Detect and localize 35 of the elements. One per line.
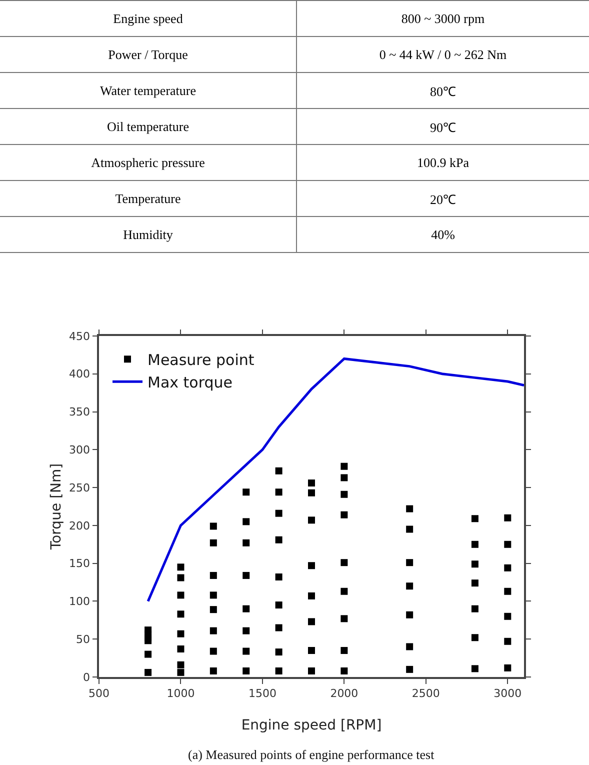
y-tick-label: 300	[69, 444, 90, 457]
y-tick-label: 450	[69, 330, 90, 343]
x-tick-label: 1500	[248, 686, 276, 700]
text: (a) Measured points of engine performance test	[188, 747, 435, 762]
y-tick-label: 100	[69, 595, 90, 608]
y-tick-label: 350	[69, 406, 90, 419]
x-tick-label: 500	[88, 686, 110, 700]
text: Atmospheric pressure	[0, 144, 296, 180]
text: Temperature	[0, 180, 296, 216]
text: 20℃	[296, 180, 589, 216]
text: Oil temperature	[0, 108, 296, 144]
x-tick-label: 3000	[494, 686, 522, 700]
y-tick-label: 400	[69, 368, 90, 381]
text: 0 ~ 44 kW / 0 ~ 262 Nm	[296, 36, 589, 72]
text: Humidity	[0, 216, 296, 252]
x-tick-label: 2000	[330, 686, 358, 700]
text: Water temperature	[0, 72, 296, 108]
text: Power / Torque	[0, 36, 296, 72]
text: 80℃	[296, 72, 589, 108]
text: 40%	[296, 216, 589, 252]
y-tick-label: 150	[69, 557, 90, 570]
x-tick-label: 1000	[166, 686, 195, 700]
y-axis-title: Torque [Nm]	[48, 463, 64, 551]
text: 800 ~ 3000 rpm	[296, 0, 589, 36]
x-tick-label: 2500	[412, 686, 440, 700]
legend-label: Max torque	[148, 373, 232, 392]
text: 100.9 kPa	[296, 144, 589, 180]
y-tick-label: 50	[76, 632, 90, 646]
y-tick-label: 200	[69, 519, 90, 532]
legend-label: Measure point	[148, 350, 254, 369]
y-tick-label: 250	[69, 481, 90, 494]
y-tick-label: 0	[83, 670, 90, 684]
text: Engine speed	[0, 0, 296, 36]
text: 90℃	[296, 108, 589, 144]
x-axis-title: Engine speed [RPM]	[241, 718, 382, 734]
